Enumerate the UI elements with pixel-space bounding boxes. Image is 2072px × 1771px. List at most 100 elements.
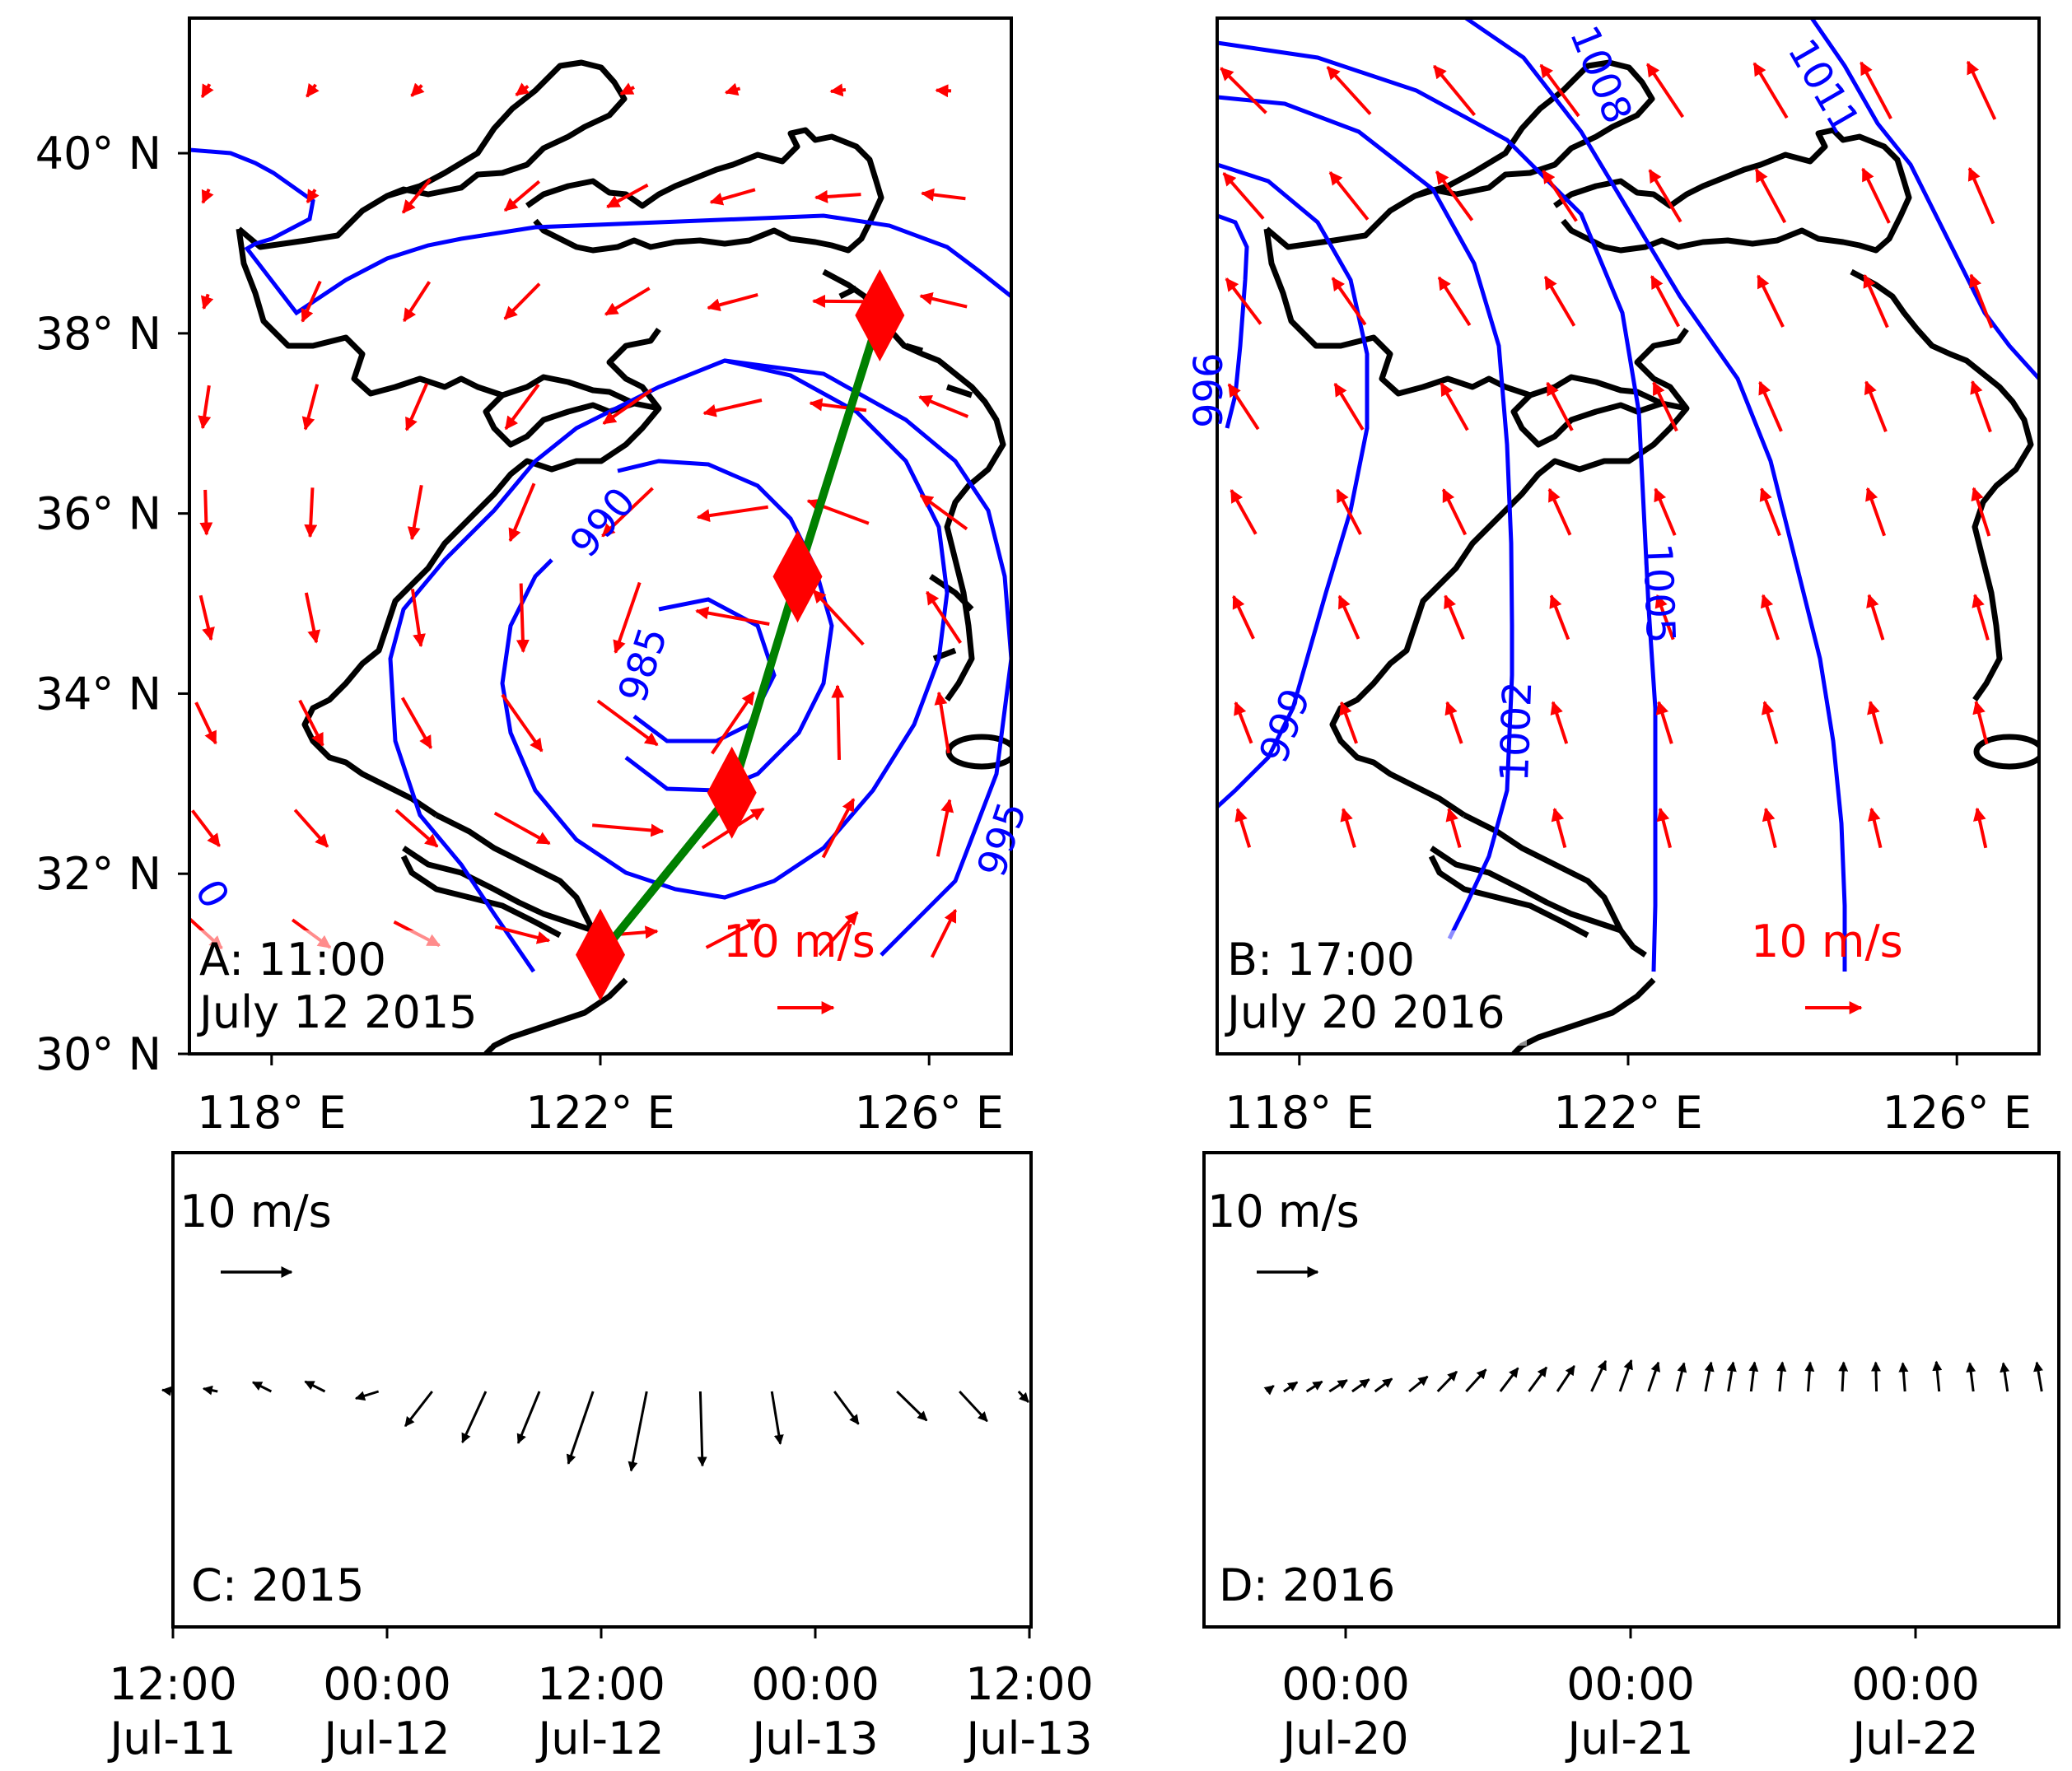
- wind-arrow: [1970, 380, 1992, 433]
- coast-zhejiang: [1511, 977, 1656, 1054]
- wind-arrow: [1333, 382, 1365, 431]
- wind-stick: [1776, 1361, 1787, 1392]
- wind-stick: [251, 1381, 273, 1393]
- wind-arrow: [1867, 700, 1883, 744]
- wind-arrow: [394, 809, 439, 848]
- track-marker: [576, 908, 625, 1001]
- wind-stick: [1898, 1362, 1909, 1392]
- lon-tick-label: 118° E: [197, 1087, 346, 1139]
- wind-arrow: [1227, 383, 1260, 431]
- wind-arrow: [918, 395, 969, 418]
- wind-arrow: [1654, 487, 1677, 536]
- contour-995: [189, 147, 1011, 316]
- wind-stick: [1408, 1375, 1429, 1393]
- wind-arrow: [1441, 488, 1468, 536]
- wind-arrow: [1867, 807, 1883, 849]
- wind-stick: [404, 1391, 433, 1428]
- wind-stick: [1436, 1370, 1458, 1393]
- wind-stick: [566, 1391, 595, 1465]
- wind-stick: [1870, 1361, 1881, 1392]
- wind-arrow: [1437, 276, 1472, 327]
- panel-label-bg: [1222, 930, 1527, 1046]
- coast-liaodong: [1552, 127, 1912, 254]
- time-tick-date: Jul-13: [964, 1713, 1092, 1764]
- wind-arrow: [501, 693, 544, 753]
- wind-stick: [1838, 1361, 1849, 1392]
- wind-vectors: [189, 82, 969, 958]
- panel-label-line1: B: 17:00: [1227, 934, 1415, 986]
- time-tick-date: Jul-11: [107, 1713, 236, 1764]
- wind-arrow: [1550, 701, 1569, 744]
- coast-shandong-hebei: [236, 228, 662, 412]
- wind-arrow: [925, 590, 963, 644]
- wind-arrow: [1326, 66, 1372, 115]
- contour-label-996: 996: [1186, 352, 1232, 428]
- coast-jeju: [945, 734, 1011, 770]
- wind-stick: [1726, 1361, 1737, 1392]
- wind-arrow: [1222, 172, 1265, 220]
- contour-label-995: 995: [968, 796, 1036, 882]
- wind-arrow: [407, 484, 423, 541]
- panel-label-line2: July 12 2015: [197, 986, 478, 1038]
- wind-arrow: [702, 398, 763, 417]
- wind-arrow: [1440, 382, 1469, 431]
- wind-arrow: [695, 606, 770, 626]
- wind-arrow: [601, 487, 654, 538]
- contour-label-1008: 1008: [1561, 20, 1641, 130]
- wind-arrow: [602, 389, 653, 425]
- wind-arrow: [404, 383, 429, 431]
- wind-arrow: [1232, 594, 1255, 640]
- wind-arrow: [1331, 277, 1367, 326]
- wind-arrow: [919, 493, 968, 531]
- lon-tick-label: 122° E: [1553, 1087, 1702, 1139]
- contour-1011: [1809, 18, 2039, 380]
- coast-shandong-south: [301, 406, 661, 818]
- wind-stick: [1932, 1360, 1943, 1392]
- coast-yangtze-mouth: [400, 846, 595, 939]
- contour-999: [1217, 162, 1370, 809]
- wind-stick: [161, 1386, 174, 1396]
- wind-arrow: [198, 384, 212, 430]
- panel-label-bg: [194, 930, 491, 1046]
- wind-arrow: [1337, 594, 1360, 640]
- wind-stick: [896, 1390, 928, 1422]
- wind-arrow: [410, 82, 425, 97]
- wind-arrow: [1339, 701, 1358, 744]
- time-tick-date: Jul-13: [749, 1713, 878, 1764]
- coast-liaodong: [525, 127, 884, 254]
- wind-arrow: [809, 398, 867, 412]
- panel-label: C: 2015: [191, 1559, 365, 1611]
- wind-arrow: [604, 287, 651, 316]
- wind-arrow: [190, 809, 222, 847]
- coast-bohai-north: [236, 59, 628, 250]
- wind-arrow: [1656, 807, 1673, 849]
- lat-tick-label: 36° N: [35, 488, 161, 540]
- wind-arrow: [934, 691, 950, 753]
- lon-tick-label: 122° E: [525, 1087, 674, 1139]
- wind-arrow: [707, 293, 758, 312]
- wind-arrow: [1542, 170, 1578, 222]
- wind-stick: [1374, 1377, 1393, 1393]
- coastline: [236, 59, 1011, 1054]
- wind-arrow: [1444, 701, 1463, 744]
- time-tick-date: Jul-12: [321, 1713, 450, 1764]
- lon-tick-label: 126° E: [855, 1087, 1004, 1139]
- coast-shandong-peninsula: [483, 393, 636, 448]
- track-marker: [855, 268, 905, 361]
- wind-arrow: [619, 82, 635, 96]
- wind-arrow: [1650, 275, 1681, 328]
- wind-arrow: [711, 691, 755, 755]
- contour-995-main: [388, 358, 1011, 973]
- wind-arrow: [1547, 487, 1572, 536]
- wind-arrow: [493, 811, 551, 846]
- wind-arrow: [503, 179, 541, 212]
- wind-arrow: [1752, 62, 1789, 119]
- wind-arrow: [1758, 380, 1783, 432]
- wind-scale-label: 10 m/s: [1751, 916, 1903, 967]
- wind-arrow: [812, 589, 865, 646]
- cyclone-track: [597, 314, 884, 958]
- wind-stick: [1017, 1390, 1029, 1403]
- panel-c-stickplot: 10 m/s C: 2015 12:00Jul-1100:00Jul-1212:…: [107, 1151, 1094, 1764]
- wind-arrow: [1230, 489, 1258, 535]
- wind-arrow: [1234, 808, 1252, 848]
